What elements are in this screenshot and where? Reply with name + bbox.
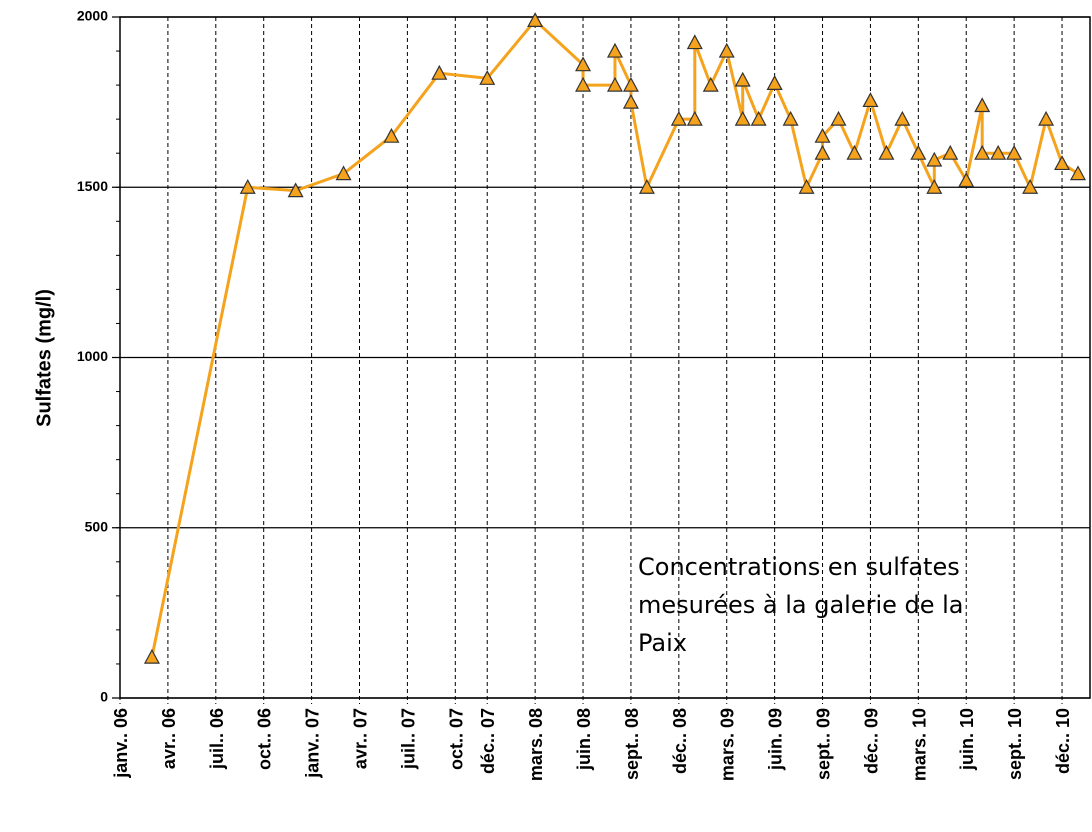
data-point — [1054, 155, 1071, 171]
data-point — [335, 165, 352, 181]
data-point — [974, 144, 991, 160]
data-point — [622, 93, 639, 109]
x-tick-label: mars. 09 — [718, 708, 738, 781]
data-point — [287, 182, 304, 198]
x-tick-label: sept.. 09 — [814, 708, 834, 780]
x-tick-label: déc.. 08 — [670, 708, 690, 774]
annotation: Concentrations en sulfates mesurées à la… — [638, 553, 964, 657]
x-tick-label: déc.. 09 — [861, 708, 881, 774]
y-axis-label: Sulfates (mg/l) — [33, 289, 55, 427]
data-point — [798, 178, 815, 194]
data-point — [575, 76, 592, 92]
data-point — [734, 110, 751, 126]
data-point — [734, 71, 751, 87]
data-point — [686, 34, 703, 50]
x-tick-label: juin. 09 — [766, 708, 786, 771]
data-point — [782, 110, 799, 126]
y-tick-label: 500 — [85, 518, 109, 534]
data-point — [814, 127, 831, 143]
data-point — [718, 42, 735, 58]
data-point — [383, 127, 400, 143]
y-tick-label: 0 — [100, 689, 108, 705]
data-point — [766, 75, 783, 90]
data-point — [894, 110, 911, 126]
data-point — [575, 56, 592, 72]
x-tick-label: sept.. 10 — [1005, 708, 1025, 780]
x-tick-label: juil.. 07 — [398, 708, 418, 770]
y-tick-label: 2000 — [77, 8, 108, 24]
data-point — [1022, 178, 1039, 194]
data-point — [670, 110, 687, 126]
x-tick-label: oct.. 07 — [446, 708, 466, 770]
data-point — [926, 178, 943, 194]
data-point — [622, 76, 639, 92]
plot-frame — [119, 16, 1091, 699]
data-point — [239, 178, 256, 194]
x-tick-label: déc.. 10 — [1053, 708, 1073, 774]
data-point — [686, 110, 703, 126]
data-point — [878, 144, 895, 160]
data-point — [479, 70, 496, 85]
data-point — [958, 172, 975, 188]
x-tick-label: janv.. 06 — [111, 708, 131, 779]
data-point — [926, 151, 943, 167]
x-tick-label: juin. 10 — [957, 708, 977, 771]
x-tick-label: juin. 08 — [574, 708, 594, 771]
data-point — [862, 92, 879, 108]
data-point — [606, 76, 623, 92]
data-line — [150, 18, 1079, 658]
y-tick-label: 1000 — [77, 348, 108, 364]
data-point — [910, 144, 927, 160]
data-point — [702, 76, 719, 92]
data-point — [1006, 144, 1023, 160]
x-tick-label: avr.. 07 — [351, 708, 371, 769]
data-point — [606, 42, 623, 58]
data-point — [830, 110, 847, 126]
data-point — [750, 110, 767, 126]
x-tick-label: sept.. 08 — [622, 708, 642, 780]
x-tick-label: déc.. 07 — [478, 708, 498, 774]
x-tick-label: janv.. 07 — [303, 708, 323, 779]
x-tick-label: avr.. 06 — [159, 708, 179, 769]
x-tick-label: mars. 08 — [526, 708, 546, 781]
x-tick-label: juil.. 06 — [207, 708, 227, 770]
data-point — [814, 144, 831, 160]
x-tick-label: oct.. 06 — [255, 708, 275, 770]
data-point — [974, 97, 991, 113]
data-point — [1069, 165, 1087, 181]
data-point — [942, 144, 959, 160]
y-tick-label: 1500 — [77, 178, 108, 194]
x-tick-label: mars. 10 — [909, 708, 929, 781]
data-point — [638, 178, 655, 194]
data-point — [1038, 110, 1055, 126]
data-point — [527, 12, 544, 28]
data-point — [846, 144, 863, 160]
data-point — [990, 144, 1007, 160]
data-point — [431, 64, 448, 80]
data-point — [143, 648, 160, 664]
